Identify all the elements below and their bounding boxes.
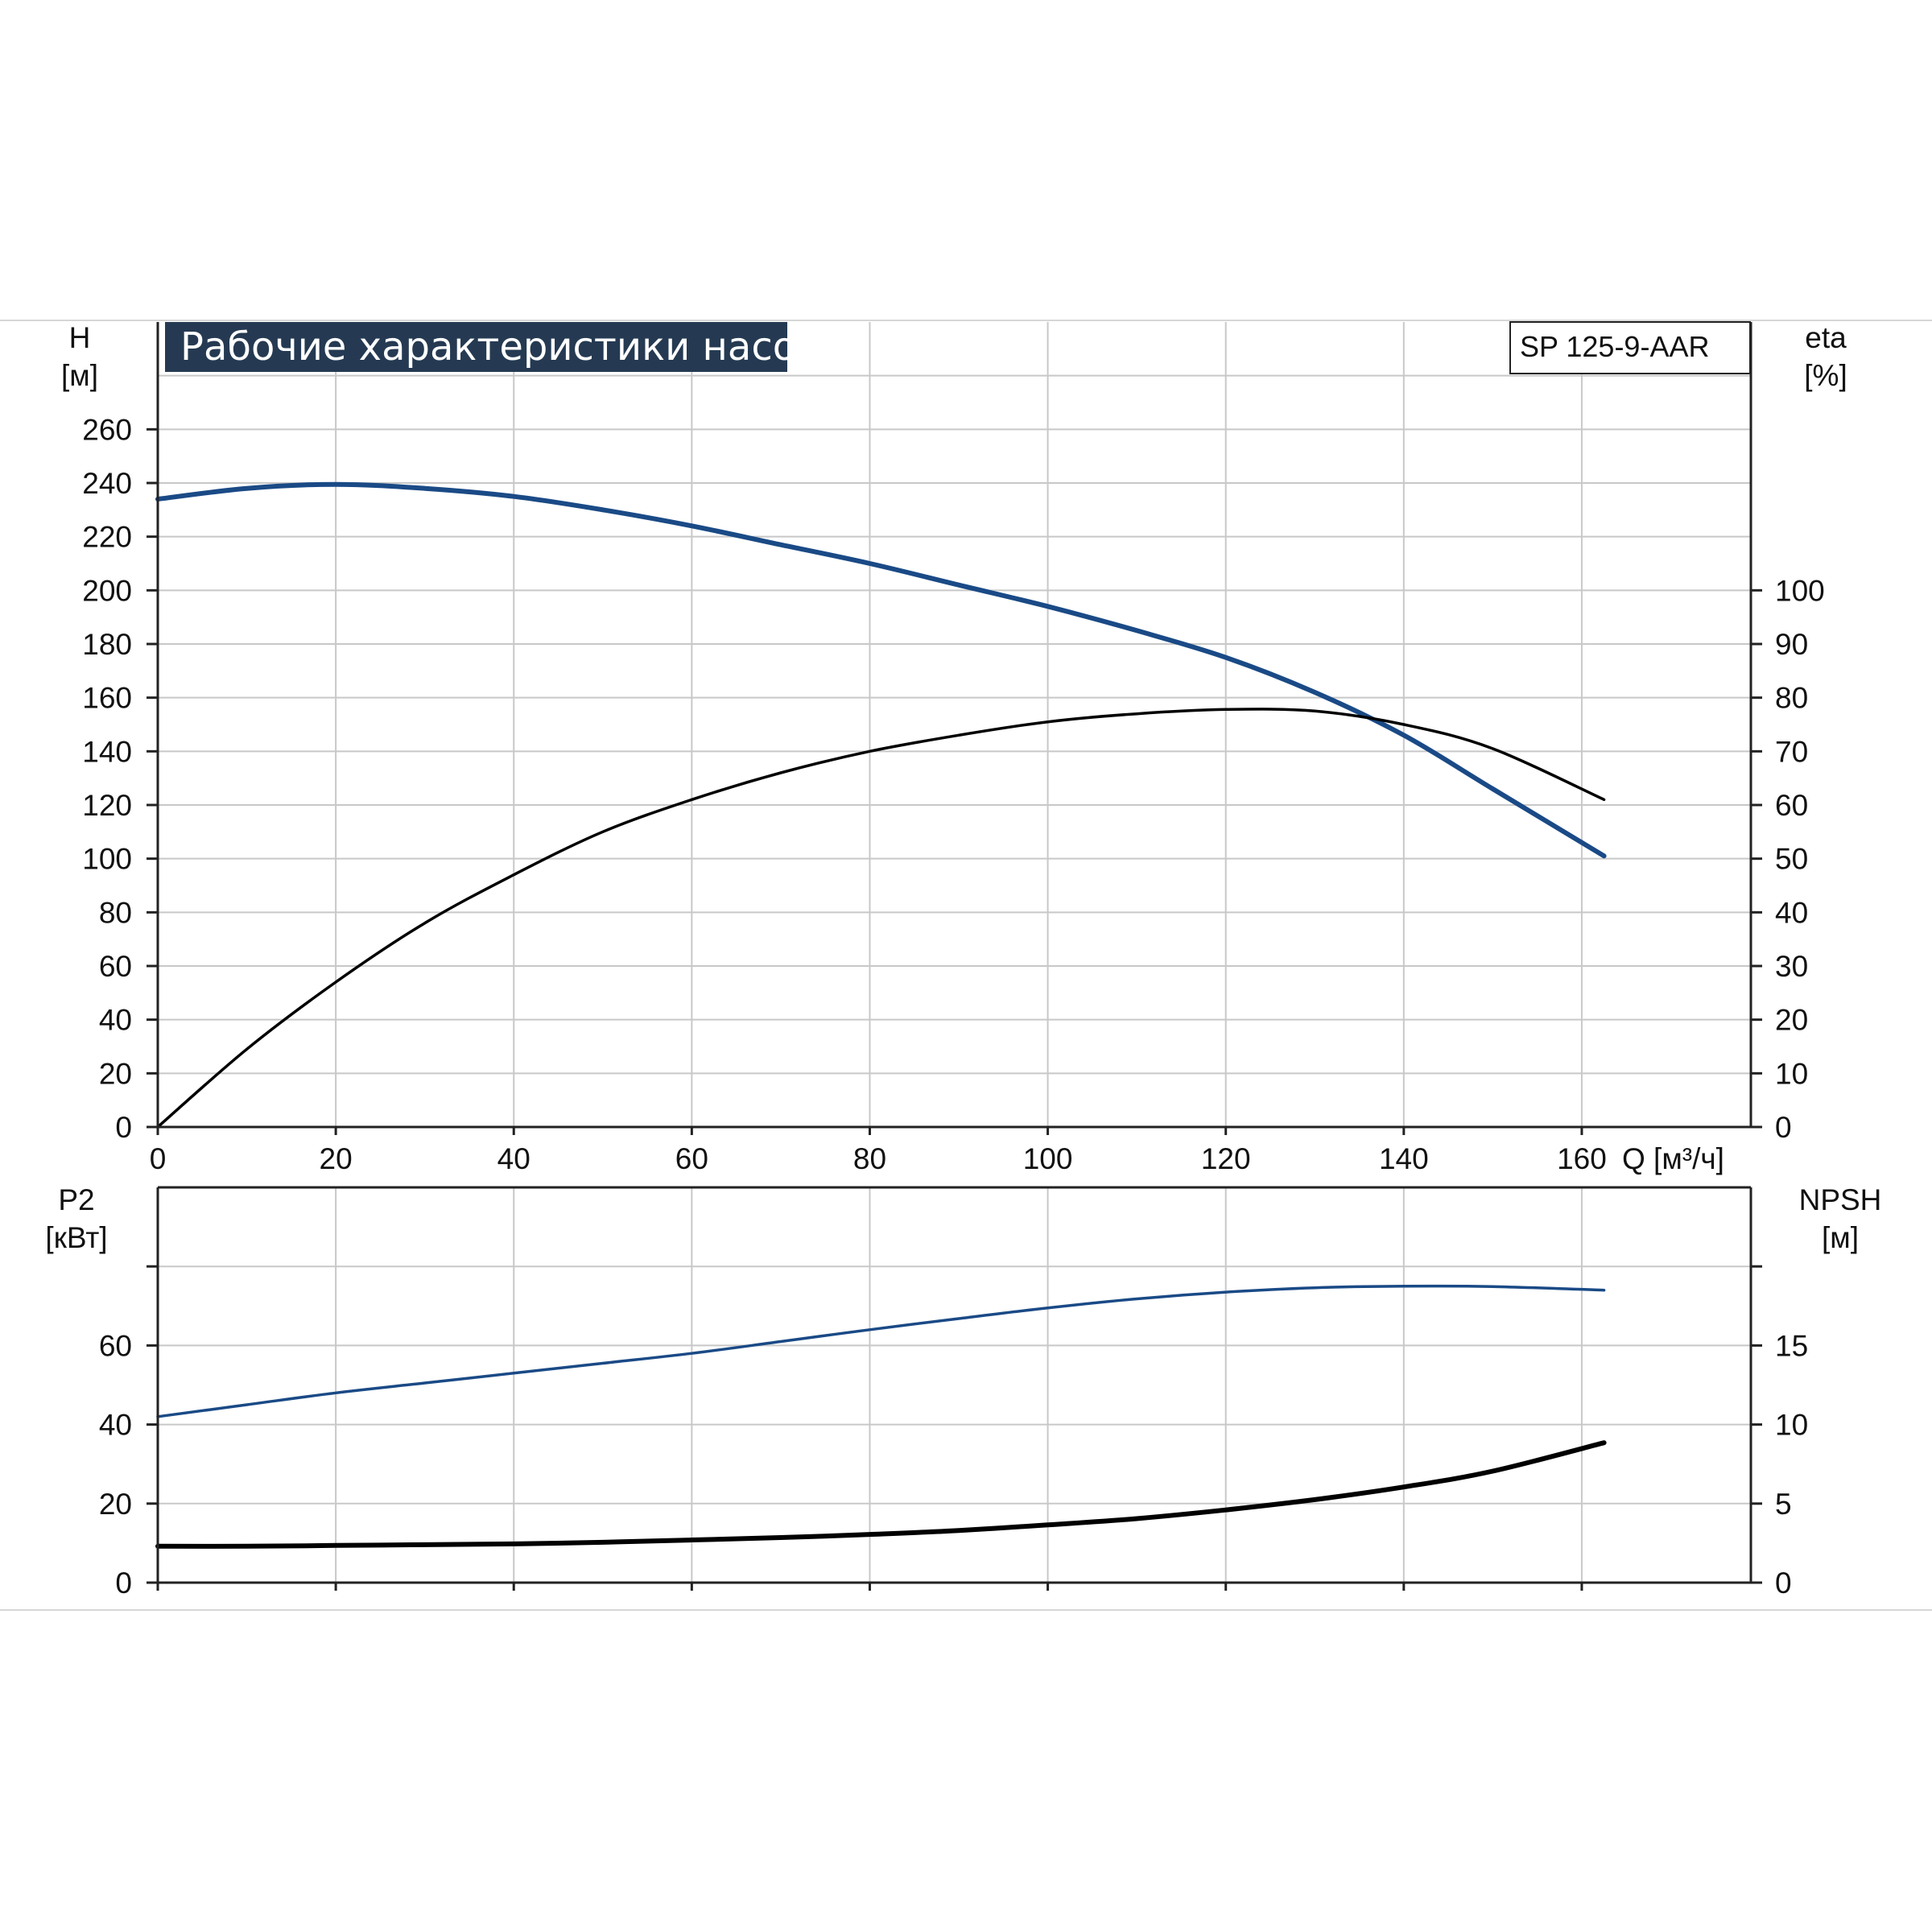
head-efficiency-chart: 0204060801001201401601802002202402600102… xyxy=(61,321,1847,1175)
y-right-tick-label: 10 xyxy=(1775,1409,1808,1442)
y-left-tick-label: 40 xyxy=(99,1409,132,1442)
y-right-tick-label: 100 xyxy=(1775,574,1825,607)
x-tick-label: 0 xyxy=(150,1142,167,1175)
x-tick-label: 60 xyxy=(675,1142,708,1175)
power-curve xyxy=(156,1284,1606,1418)
top-grid xyxy=(158,322,1751,1127)
x-axis-label: Q [м³/ч] xyxy=(1622,1142,1724,1175)
x-tick-label: 160 xyxy=(1557,1142,1607,1175)
y-left-tick-label: 20 xyxy=(99,1057,132,1090)
y-left-label-symbol: H xyxy=(69,321,91,354)
y-right-tick-label: 50 xyxy=(1775,843,1808,876)
top-series-layer xyxy=(155,481,1607,1129)
y-left-tick-label: 100 xyxy=(82,843,132,876)
y-right-tick-label: 20 xyxy=(1775,1004,1808,1037)
x-tick-label: 40 xyxy=(497,1142,530,1175)
y-right-tick-label: 30 xyxy=(1775,950,1808,983)
bottom-grid xyxy=(158,1187,1751,1583)
y-left-tick-label: 60 xyxy=(99,950,132,983)
x-tick-label: 80 xyxy=(853,1142,886,1175)
y-right-tick-label: 70 xyxy=(1775,735,1808,768)
y-left-tick-label: 20 xyxy=(99,1488,132,1521)
top-tick-labels: 0204060801001201401601802002202402600102… xyxy=(82,413,1824,1175)
y-left-tick-label: 220 xyxy=(82,521,132,554)
x-tick-label: 100 xyxy=(1023,1142,1073,1175)
y-right-tick-label: 0 xyxy=(1775,1111,1792,1144)
y-left-tick-label: 160 xyxy=(82,682,132,715)
y-left-tick-label: 0 xyxy=(115,1111,132,1144)
y-left-tick-label: 0 xyxy=(115,1567,132,1600)
bottom-plot-frame xyxy=(147,1186,1762,1591)
y-right-tick-label: 60 xyxy=(1775,789,1808,822)
y-left-label-symbol-bottom: P2 xyxy=(58,1183,94,1216)
y-right-label-unit: [%] xyxy=(1804,359,1847,392)
y-right-tick-label: 10 xyxy=(1775,1057,1808,1090)
y-right-label-symbol: eta xyxy=(1805,321,1847,354)
x-tick-label: 20 xyxy=(320,1142,353,1175)
top-plot-frame xyxy=(147,322,1762,1135)
y-left-tick-label: 40 xyxy=(99,1004,132,1037)
bottom-tick-labels: 0 20 40 60 0 5 10 15 xyxy=(99,1329,1808,1600)
power-npsh-chart: 0 20 40 60 0 5 10 15 P2 [кВт] NPSH [м] xyxy=(45,1183,1881,1600)
y-left-tick-label: 200 xyxy=(82,574,132,607)
chart-title-background xyxy=(165,322,787,372)
chart-title: Рабочие характеристики насоса xyxy=(180,324,841,369)
y-right-tick-label: 5 xyxy=(1775,1488,1792,1521)
y-left-tick-label: 240 xyxy=(82,467,132,500)
y-right-label-unit-bottom: [м] xyxy=(1822,1221,1859,1254)
y-left-tick-label: 120 xyxy=(82,789,132,822)
y-left-tick-label: 260 xyxy=(82,413,132,446)
efficiency-curve xyxy=(156,708,1606,1129)
y-left-tick-label: 180 xyxy=(82,628,132,661)
y-left-label-unit: [м] xyxy=(61,359,98,392)
y-right-label-symbol-bottom: NPSH xyxy=(1799,1183,1882,1216)
y-left-tick-label: 60 xyxy=(99,1329,132,1362)
y-right-tick-label: 15 xyxy=(1775,1329,1808,1362)
x-tick-label: 120 xyxy=(1201,1142,1251,1175)
y-left-tick-label: 140 xyxy=(82,735,132,768)
y-right-tick-label: 80 xyxy=(1775,682,1808,715)
y-left-tick-label: 80 xyxy=(99,896,132,929)
y-left-label-unit-bottom: [кВт] xyxy=(45,1221,107,1254)
y-right-tick-label: 0 xyxy=(1775,1567,1792,1600)
bottom-series-layer xyxy=(155,1284,1607,1549)
npsh-curve xyxy=(155,1440,1607,1549)
y-right-tick-label: 90 xyxy=(1775,628,1808,661)
model-label: SP 125-9-AAR xyxy=(1520,330,1709,363)
model-label-box xyxy=(1509,321,1751,374)
y-right-tick-label: 40 xyxy=(1775,896,1808,929)
x-tick-label: 140 xyxy=(1379,1142,1429,1175)
head-curve xyxy=(155,481,1607,859)
